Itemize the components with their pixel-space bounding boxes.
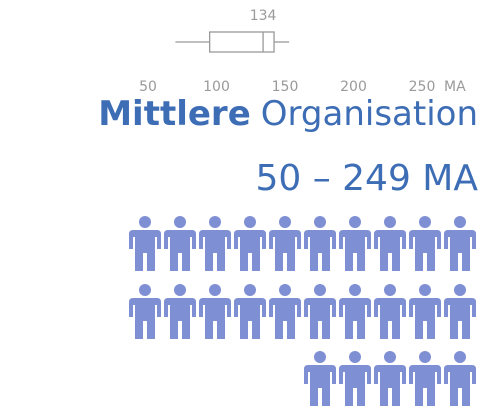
person-body (234, 230, 266, 271)
person-body (199, 230, 231, 271)
person-head (419, 216, 431, 228)
person-head (174, 216, 186, 228)
person-body (304, 365, 336, 406)
x-tick-label: 200 (340, 79, 367, 95)
person-head (244, 216, 256, 228)
person-body (444, 365, 476, 406)
person-icon (164, 216, 196, 271)
person-body (409, 365, 441, 406)
person-head (454, 284, 466, 296)
person-body (269, 230, 301, 271)
person-head (384, 351, 396, 363)
person-body (374, 230, 406, 271)
person-icon (234, 216, 266, 271)
person-head (209, 216, 221, 228)
person-body (199, 298, 231, 339)
median-label: 134 (250, 8, 277, 24)
x-tick-label: 150 (272, 79, 299, 95)
x-axis-label: MA (444, 79, 466, 95)
person-icon (444, 284, 476, 339)
person-icon (164, 284, 196, 339)
person-body (129, 298, 161, 339)
person-body (339, 298, 371, 339)
person-icon (374, 351, 406, 406)
person-head (384, 284, 396, 296)
person-body (409, 298, 441, 339)
person-head (279, 216, 291, 228)
person-body (339, 230, 371, 271)
person-icon (409, 216, 441, 271)
person-body (234, 298, 266, 339)
person-body (374, 365, 406, 406)
person-body (164, 298, 196, 339)
x-tick-label: 100 (203, 79, 230, 95)
person-body (409, 230, 441, 271)
person-head (419, 351, 431, 363)
person-head (454, 216, 466, 228)
person-icon (339, 351, 371, 406)
person-head (244, 284, 256, 296)
person-icon (444, 216, 476, 271)
person-icon (409, 351, 441, 406)
box (208, 31, 275, 53)
person-head (349, 351, 361, 363)
person-body (304, 298, 336, 339)
person-icon (304, 351, 336, 406)
person-head (314, 351, 326, 363)
x-tick-label: 50 (139, 79, 157, 95)
person-icon (129, 284, 161, 339)
person-head (314, 284, 326, 296)
person-body (444, 298, 476, 339)
person-icon (374, 216, 406, 271)
person-icon (374, 284, 406, 339)
person-body (164, 230, 196, 271)
person-head (174, 284, 186, 296)
person-icon (304, 216, 336, 271)
person-body (269, 298, 301, 339)
person-body (339, 365, 371, 406)
x-tick-label: 250 (409, 79, 436, 95)
person-icon (409, 284, 441, 339)
person-head (209, 284, 221, 296)
person-head (419, 284, 431, 296)
person-head (454, 351, 466, 363)
person-icon (269, 284, 301, 339)
person-body (444, 230, 476, 271)
person-head (349, 284, 361, 296)
person-icon (339, 216, 371, 271)
person-body (304, 230, 336, 271)
subtitle: 50 – 249 MA (255, 158, 478, 199)
heading-rest: Organisation (261, 94, 478, 134)
heading-bold: Mittlere (98, 94, 251, 134)
person-head (279, 284, 291, 296)
person-icon (444, 351, 476, 406)
person-head (384, 216, 396, 228)
person-body (374, 298, 406, 339)
person-head (139, 216, 151, 228)
heading: Mittlere Organisation (98, 94, 478, 134)
person-body (129, 230, 161, 271)
person-icon (199, 284, 231, 339)
person-head (349, 216, 361, 228)
person-head (314, 216, 326, 228)
person-icon (199, 216, 231, 271)
person-icon (269, 216, 301, 271)
people-icons (129, 216, 476, 406)
person-head (139, 284, 151, 296)
person-icon (304, 284, 336, 339)
person-icon (129, 216, 161, 271)
person-icon (234, 284, 266, 339)
person-icon (339, 284, 371, 339)
